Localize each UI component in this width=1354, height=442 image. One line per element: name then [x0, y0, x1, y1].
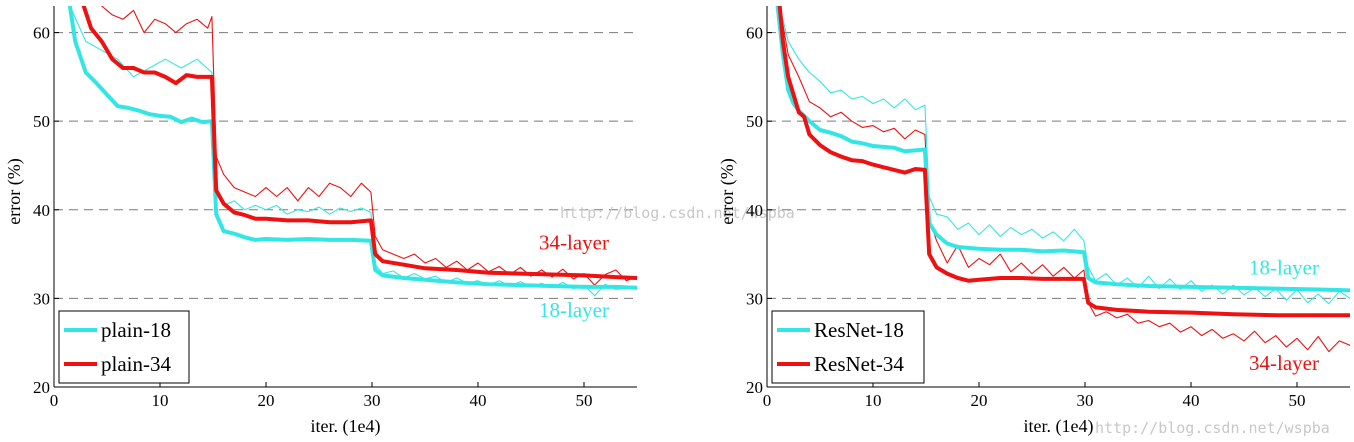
legend: ResNet-18 ResNet-34 [771, 310, 925, 384]
resnet-chart: 20 30 40 50 60 0 10 20 30 40 50 iter. (1e4) error (%… [717, 6, 1350, 437]
x-tick-label: 50 [1289, 391, 1306, 410]
y-tick-label: 30 [33, 289, 50, 308]
x-tick-label: 10 [865, 391, 882, 410]
plain-networks-chart: 20 30 40 50 60 0 10 20 30 40 50 iter. (1e4) error (%… [4, 6, 795, 437]
legend-label: ResNet-18 [814, 318, 904, 342]
y-axis-label: error (%) [4, 158, 25, 224]
y-tick-label: 40 [746, 201, 763, 220]
series-annotation-18-layer: 18-layer [1249, 255, 1319, 279]
legend-box [771, 310, 925, 384]
y-tick-label: 50 [33, 112, 50, 131]
y-tick-label: 40 [33, 201, 50, 220]
x-tick-label: 20 [258, 391, 275, 410]
x-tick-label: 40 [1183, 391, 1200, 410]
y-tick-label: 30 [746, 289, 763, 308]
val-cyan-series-line [67, 6, 637, 290]
val-cyan-series-line [775, 6, 1350, 293]
x-tick-label: 0 [50, 391, 59, 410]
series-annotation-34-layer: 34-layer [539, 231, 609, 255]
x-tick-label: 20 [971, 391, 988, 410]
x-tick-label: 0 [763, 391, 772, 410]
x-tick-label: 30 [1077, 391, 1094, 410]
watermark-text: http://blog.csdn.net/wspba [560, 204, 795, 222]
y-tick-label: 50 [746, 112, 763, 131]
series-annotation-34-layer: 34-layer [1249, 351, 1319, 375]
x-axis-label: iter. (1e4) [311, 416, 381, 437]
watermark-text: http://blog.csdn.net/wspba [1095, 419, 1330, 437]
x-tick-label: 30 [364, 391, 381, 410]
y-tick-label: 20 [746, 378, 763, 397]
x-tick-label: 10 [152, 391, 169, 410]
y-tick-label: 60 [33, 24, 50, 43]
val-red-series-line [81, 6, 637, 280]
train-cyan-series-line [779, 6, 1350, 305]
train-red-series-line [101, 6, 637, 286]
series-annotation-18-layer: 18-layer [539, 298, 609, 322]
legend-label: plain-34 [101, 352, 171, 376]
legend-label: plain-18 [101, 318, 171, 342]
train-red-series-line [779, 6, 1350, 353]
val-red-series-line [777, 6, 1350, 318]
x-tick-label: 50 [576, 391, 593, 410]
legend-box [58, 310, 190, 384]
y-tick-label: 20 [33, 378, 50, 397]
y-tick-label: 60 [746, 24, 763, 43]
y-axis-label: error (%) [717, 158, 738, 224]
legend: plain-18 plain-34 [58, 310, 190, 384]
x-axis-label: iter. (1e4) [1024, 416, 1094, 437]
legend-label: ResNet-34 [814, 352, 904, 376]
x-tick-label: 40 [470, 391, 487, 410]
